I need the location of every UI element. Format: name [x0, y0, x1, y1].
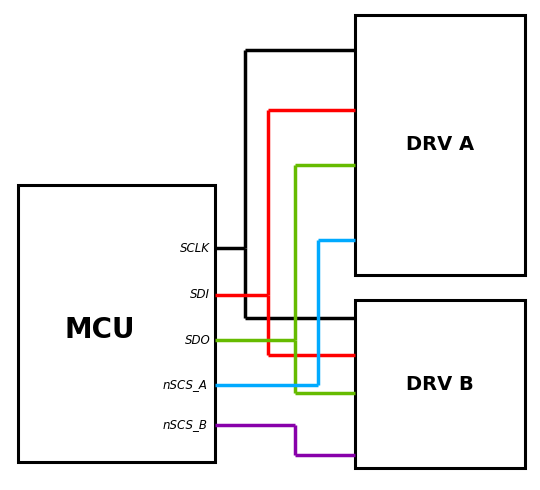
- Text: DRV B: DRV B: [406, 374, 474, 393]
- Text: MCU: MCU: [65, 316, 135, 344]
- Text: SDI: SDI: [190, 289, 210, 301]
- Text: nSCS_A: nSCS_A: [163, 378, 207, 392]
- Bar: [355, 300, 525, 468]
- Text: SCLK: SCLK: [180, 242, 210, 254]
- Bar: [355, 15, 525, 275]
- Bar: [18, 185, 215, 462]
- Text: nSCS_B: nSCS_B: [163, 418, 207, 432]
- Text: DRV A: DRV A: [406, 136, 474, 154]
- Text: SDO: SDO: [185, 334, 210, 346]
